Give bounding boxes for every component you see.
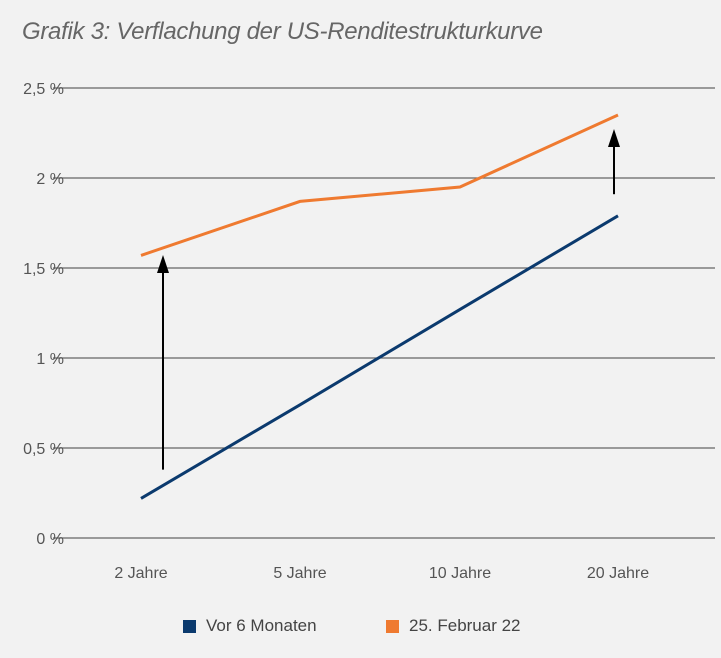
arrow-head-icon <box>608 129 620 147</box>
legend-label: 25. Februar 22 <box>409 616 521 635</box>
x-tick-label: 5 Jahre <box>273 565 326 582</box>
y-tick-label: 2,5 % <box>23 81 64 98</box>
legend-label: Vor 6 Monaten <box>206 616 317 635</box>
x-tick-label: 20 Jahre <box>587 565 649 582</box>
series-line <box>140 113 619 257</box>
legend-swatch <box>183 619 196 633</box>
x-tick-label: 10 Jahre <box>429 565 491 582</box>
y-tick-label: 0,5 % <box>23 441 64 458</box>
y-tick-label: 0 % <box>36 531 64 548</box>
series-line <box>140 214 619 500</box>
arrow-head-icon <box>157 255 169 273</box>
chart-plot: 0 % 0,5 % 1 % 1,5 % 2 % 2,5 % 2 Jahre 5 Jahre 10… <box>23 81 715 582</box>
legend-swatch <box>386 619 399 633</box>
y-tick-label: 1,5 % <box>23 261 64 278</box>
legend-item-vor-6-monaten: Vor 6 Monaten <box>183 616 317 636</box>
y-tick-label: 1 % <box>36 351 64 368</box>
legend-item-25-februar-22: 25. Februar 22 <box>386 616 521 636</box>
y-tick-label: 2 % <box>36 171 64 188</box>
x-tick-label: 2 Jahre <box>114 565 167 582</box>
chart-title: Grafik 3: Verflachung der US-Renditestru… <box>22 18 543 45</box>
